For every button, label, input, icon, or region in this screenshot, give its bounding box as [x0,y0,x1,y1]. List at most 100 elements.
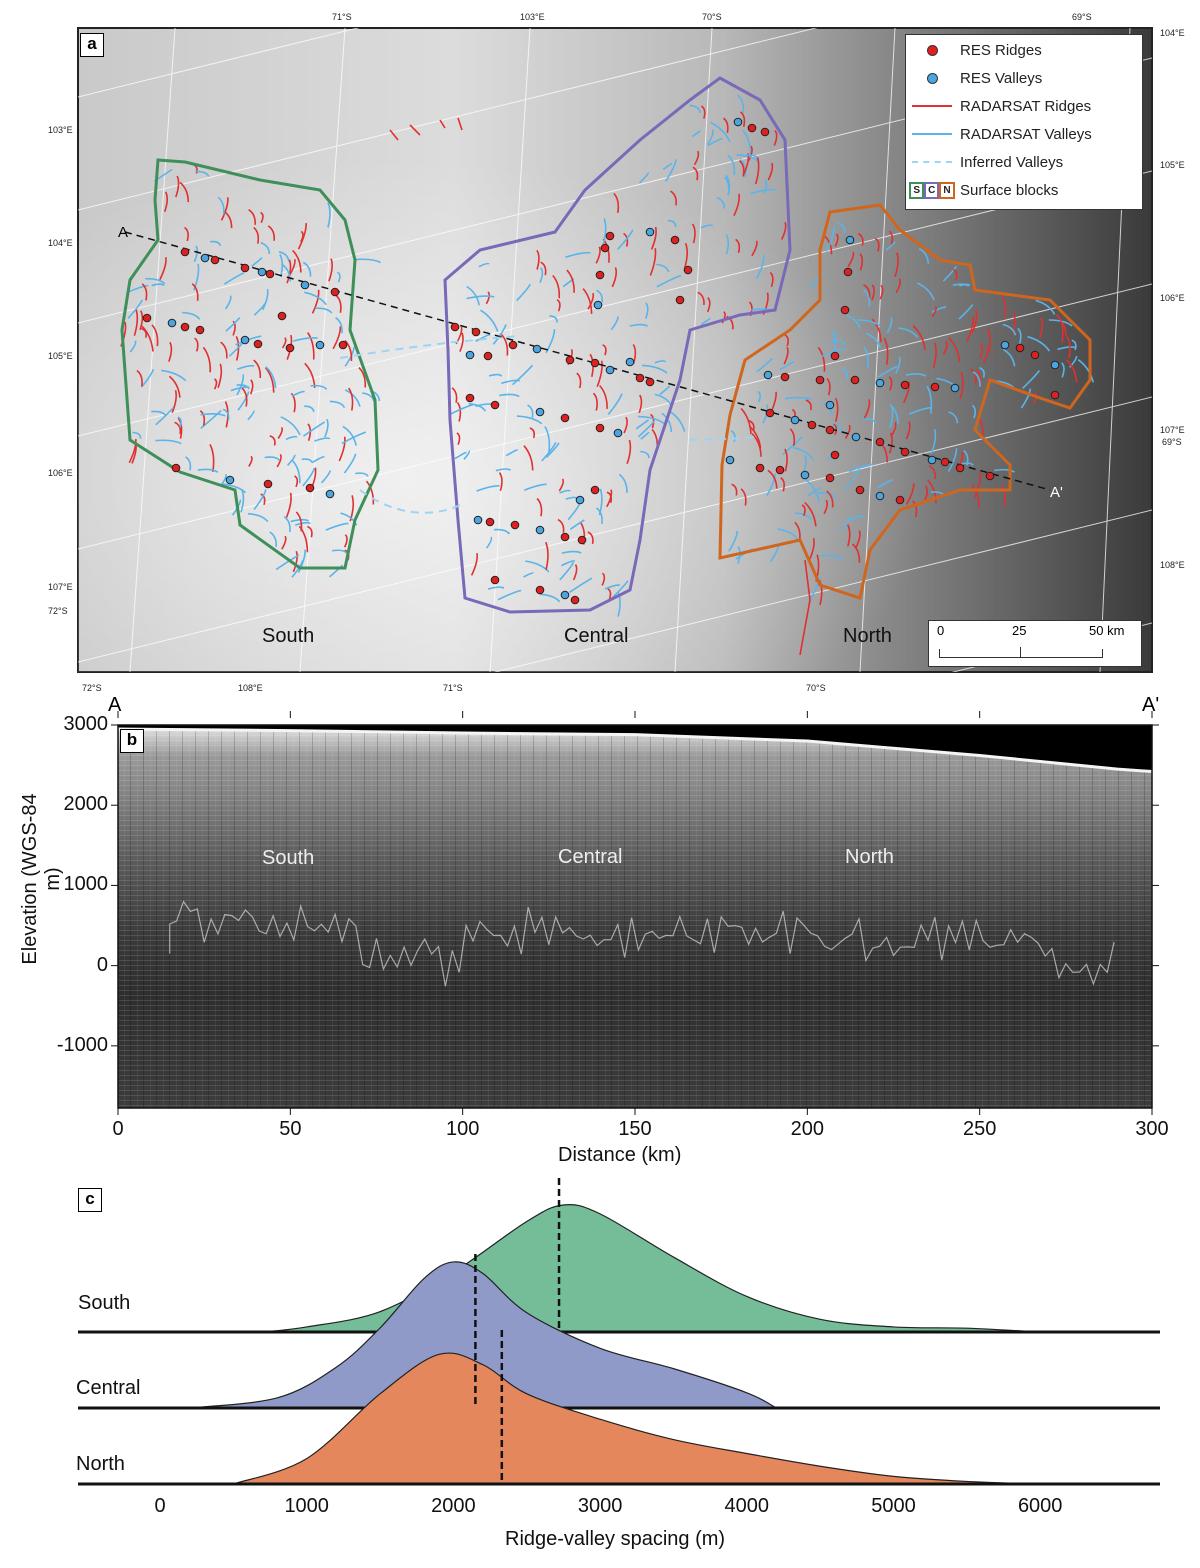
tick-label: 71°S [443,683,463,693]
above-surface-region [118,725,1152,772]
radarsat-valley [344,389,361,407]
radarsat-ridge [928,465,937,480]
radarsat-valley [278,251,290,262]
radarsat-ridge [1065,359,1078,383]
radarsat-ridge [260,493,266,506]
x-tick-label: 4000 [724,1495,770,1517]
radarsat-ridge [801,504,806,517]
radarsat-valley [700,224,714,229]
radarsat-valley [779,361,795,371]
radarsat-valley [1022,370,1041,389]
radarsat-ridge [335,295,342,313]
series-label-south: South [78,1292,131,1314]
radarsat-valley [478,262,490,268]
radarsat-valley [327,202,331,228]
res-valley-point [200,253,210,263]
radarsat-valley [656,263,670,273]
radarsat-valley [640,431,650,440]
radarsat-valley [488,373,503,377]
radarsat-ridge [209,444,215,473]
inferred-valleys [339,335,761,514]
res-valley-point [825,400,835,410]
res-ridge-point [760,127,770,137]
radarsat-ridge [523,445,534,471]
tick-label: 72°S [82,683,102,693]
radarsat-valley [485,536,493,549]
radarsat-valley [926,385,933,414]
radarsat-valley [129,340,137,353]
radarsat-ridge [248,455,253,467]
radarsat-valley [304,291,327,306]
legend-radarsat-valleys: RADARSAT Valleys [960,125,1092,143]
y-tick-label: 3000 [63,713,109,735]
radarsat-ridge [751,240,758,257]
radarsat-ridge [175,175,180,198]
res-ridge-point [830,351,840,361]
radarsat-ridge [905,483,915,505]
radarsat-valley [185,456,192,471]
radarsat-ridge [773,129,778,146]
radarsat-ridge [300,230,304,243]
radargram-label-central: Central [558,846,623,868]
radarsat-valley [807,487,821,497]
radarsat-valley [285,435,298,441]
res-ridge-point [180,247,190,257]
radarsat-valley [905,373,927,377]
central-block-outline [443,76,792,614]
res-ridge-point [253,339,263,349]
x-tick-label: 2000 [431,1495,476,1517]
tick-label: 108°E [1160,560,1185,570]
radarsat-ridge [721,311,726,324]
radarsat-valley [182,311,201,320]
radarsat-valley [240,489,245,513]
radarsat-valley [918,247,930,264]
legend-res-valleys: RES Valleys [960,69,1043,87]
radarsat-valley [225,317,241,332]
radarsat-valley [863,289,871,307]
res-ridge-point [600,243,610,253]
radarsat-valley [269,531,277,547]
radarsat-ridge [459,332,464,352]
radarsat-valley [475,333,491,342]
radarsat-valley [727,154,736,176]
radarsat-valley [476,484,500,492]
radarsat-ridge [670,190,677,206]
radarsat-ridge [804,502,817,527]
y-tick-label: -1000 [56,1033,108,1056]
res-ridge-point [683,265,693,275]
radarsat-valley [505,449,518,457]
radarsat-valley [200,409,222,429]
radarsat-ridge [566,269,575,293]
radarsat-ridge [834,397,839,422]
north-block-outline [718,203,1092,600]
radarsat-valley [604,584,621,590]
res-ridge-point [590,485,600,495]
block-swatch-south: S [909,181,925,199]
radarsat-valley [463,449,471,460]
legend-res-ridges: RES Ridges [960,41,1042,59]
res-ridge-point [277,311,287,321]
res-ridge-point [807,420,817,430]
radarsat-valley [1035,299,1056,315]
radarsat-ridge [857,232,864,246]
res-valley-point [950,383,960,393]
radarsat-ridge [587,531,594,545]
radarsat-valley [820,554,844,561]
radarsat-valley [654,360,667,364]
radarsat-valley [525,560,550,573]
block-swatch-central: C [924,181,940,199]
radarsat-ridge [409,124,421,136]
radargram-panel [111,711,1159,1115]
radarsat-ridge [220,341,228,359]
radarsat-ridge [220,197,229,221]
radarsat-ridge [844,424,851,439]
radarsat-ridge [292,249,302,273]
density-south [262,1204,1041,1333]
radarsat-ridge [912,500,918,518]
radarsat-valley [291,390,305,397]
radarsat-valley [637,415,665,424]
radarsat-ridge [722,117,729,133]
res-valley-point [257,267,267,277]
radarsat-ridge [451,387,458,403]
radarsat-ridge [739,111,746,127]
